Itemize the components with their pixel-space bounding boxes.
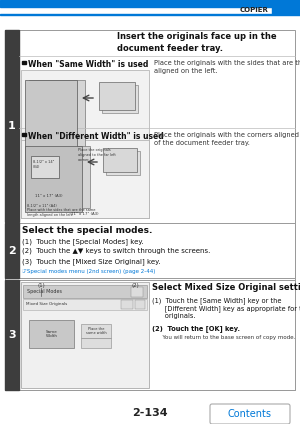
- Bar: [106, 151, 140, 175]
- Text: 3: 3: [8, 330, 16, 340]
- Bar: [103, 148, 137, 172]
- Text: Contents: Contents: [228, 409, 272, 419]
- Text: You will return to the base screen of copy mode.: You will return to the base screen of co…: [152, 335, 296, 340]
- Text: Place the originals with the corners aligned in the far left corner
of the docum: Place the originals with the corners ali…: [154, 132, 300, 146]
- Bar: [102, 85, 138, 113]
- Text: (2): (2): [131, 283, 139, 288]
- Bar: [25, 146, 82, 212]
- Text: (1): (1): [37, 283, 45, 288]
- Text: 11" x 17" (A3): 11" x 17" (A3): [35, 194, 63, 198]
- Text: (1)  Touch the [Same Width] key or the: (1) Touch the [Same Width] key or the: [152, 297, 281, 304]
- Bar: [22, 61, 26, 64]
- Bar: [31, 156, 59, 178]
- Bar: [5, 280, 295, 390]
- Text: COPIER: COPIER: [239, 7, 268, 13]
- Bar: [23, 299, 147, 310]
- Text: When "Same Width" is used: When "Same Width" is used: [28, 60, 148, 69]
- Bar: [5, 223, 19, 278]
- Bar: [0, 0, 300, 7]
- Bar: [5, 223, 295, 278]
- Text: Select the special modes.: Select the special modes.: [22, 226, 152, 235]
- Text: Special Modes: Special Modes: [27, 288, 62, 293]
- Bar: [272, 0, 300, 14]
- Bar: [131, 287, 143, 297]
- Bar: [135, 300, 145, 309]
- Bar: [81, 338, 111, 348]
- Text: Place the originals
aligned to the far left
corner.: Place the originals aligned to the far l…: [78, 148, 116, 162]
- Bar: [29, 320, 74, 348]
- Text: (2)  Touch the [OK] key.: (2) Touch the [OK] key.: [152, 325, 240, 332]
- Text: 1: 1: [8, 121, 16, 131]
- Text: (3)  Touch the [Mixed Size Original] key.: (3) Touch the [Mixed Size Original] key.: [22, 258, 160, 265]
- Bar: [121, 300, 133, 309]
- Text: (2)  Touch the ▲▼ keys to switch through the screens.: (2) Touch the ▲▼ keys to switch through …: [22, 248, 210, 254]
- Bar: [23, 285, 147, 298]
- Bar: [29, 146, 90, 208]
- Bar: [0, 14, 300, 15]
- Bar: [5, 280, 19, 390]
- Bar: [25, 80, 77, 208]
- Bar: [29, 80, 85, 204]
- Text: 8-1/2" x 14"
(B4): 8-1/2" x 14" (B4): [33, 160, 54, 169]
- Text: originals.: originals.: [152, 313, 196, 319]
- Text: Mixed Size Originals: Mixed Size Originals: [26, 302, 67, 306]
- Text: ☞Special modes menu (2nd screen) (page 2-44): ☞Special modes menu (2nd screen) (page 2…: [22, 269, 155, 274]
- Text: 8-1/2" x 11" (A4): 8-1/2" x 11" (A4): [27, 204, 57, 208]
- Bar: [21, 282, 149, 388]
- Text: [Different Width] key as appropriate for the: [Different Width] key as appropriate for…: [152, 305, 300, 312]
- Text: 11" x 17" (A3): 11" x 17" (A3): [71, 212, 99, 216]
- Bar: [21, 140, 149, 218]
- Bar: [5, 30, 19, 222]
- Bar: [22, 132, 26, 136]
- Text: Select Mixed Size Original settings.: Select Mixed Size Original settings.: [152, 283, 300, 292]
- Bar: [81, 324, 111, 338]
- Text: (1)  Touch the [Special Modes] key.: (1) Touch the [Special Modes] key.: [22, 238, 144, 245]
- Text: Same
Width: Same Width: [46, 330, 58, 338]
- Text: When "Different Width" is used: When "Different Width" is used: [28, 132, 164, 141]
- Text: Place the originals with the sides that are the same length
aligned on the left.: Place the originals with the sides that …: [154, 60, 300, 74]
- Text: 2: 2: [8, 245, 16, 256]
- Bar: [0, 0, 300, 14]
- Text: Place the
same width: Place the same width: [86, 327, 106, 335]
- Bar: [99, 82, 135, 110]
- Bar: [21, 70, 149, 218]
- Text: Insert the originals face up in the
document feeder tray.: Insert the originals face up in the docu…: [117, 32, 277, 53]
- Text: Place with the sides that are the same
length aligned on the left.: Place with the sides that are the same l…: [27, 208, 95, 217]
- Bar: [5, 30, 295, 390]
- Text: 2-134: 2-134: [132, 408, 168, 418]
- FancyBboxPatch shape: [210, 404, 290, 424]
